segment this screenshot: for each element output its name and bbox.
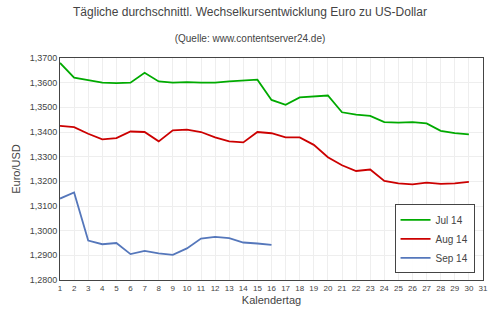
svg-text:Jul 14: Jul 14 bbox=[436, 215, 463, 226]
svg-text:23: 23 bbox=[366, 284, 375, 293]
svg-text:2: 2 bbox=[72, 284, 77, 293]
svg-text:26: 26 bbox=[408, 284, 417, 293]
svg-text:1,3700: 1,3700 bbox=[30, 53, 58, 63]
svg-text:19: 19 bbox=[309, 284, 318, 293]
svg-text:Euro/USD: Euro/USD bbox=[10, 144, 22, 194]
svg-text:21: 21 bbox=[338, 284, 347, 293]
svg-text:4: 4 bbox=[100, 284, 105, 293]
svg-text:27: 27 bbox=[422, 284, 431, 293]
svg-text:3: 3 bbox=[86, 284, 91, 293]
svg-text:24: 24 bbox=[380, 284, 389, 293]
svg-text:16: 16 bbox=[267, 284, 276, 293]
svg-text:5: 5 bbox=[114, 284, 119, 293]
svg-text:22: 22 bbox=[352, 284, 361, 293]
svg-text:7: 7 bbox=[142, 284, 147, 293]
svg-text:18: 18 bbox=[295, 284, 304, 293]
svg-text:Tägliche durchschnittl. Wechse: Tägliche durchschnittl. Wechselkursentwi… bbox=[73, 5, 427, 19]
svg-text:17: 17 bbox=[281, 284, 290, 293]
svg-text:1,3400: 1,3400 bbox=[30, 127, 58, 137]
svg-text:9: 9 bbox=[171, 284, 176, 293]
svg-text:1,2900: 1,2900 bbox=[30, 250, 58, 260]
svg-text:12: 12 bbox=[211, 284, 220, 293]
svg-text:1,3000: 1,3000 bbox=[30, 226, 58, 236]
svg-text:Sep 14: Sep 14 bbox=[436, 253, 468, 264]
svg-text:31: 31 bbox=[479, 284, 488, 293]
svg-text:25: 25 bbox=[394, 284, 403, 293]
svg-text:1,3500: 1,3500 bbox=[30, 102, 58, 112]
svg-text:8: 8 bbox=[156, 284, 161, 293]
svg-text:20: 20 bbox=[323, 284, 332, 293]
svg-text:30: 30 bbox=[464, 284, 473, 293]
svg-text:14: 14 bbox=[239, 284, 248, 293]
svg-text:1,3200: 1,3200 bbox=[30, 176, 58, 186]
svg-text:1,3300: 1,3300 bbox=[30, 152, 58, 162]
svg-text:Aug 14: Aug 14 bbox=[436, 234, 468, 245]
svg-text:1: 1 bbox=[58, 284, 63, 293]
svg-text:13: 13 bbox=[225, 284, 234, 293]
svg-text:10: 10 bbox=[182, 284, 191, 293]
svg-text:6: 6 bbox=[128, 284, 133, 293]
svg-text:11: 11 bbox=[197, 284, 206, 293]
svg-text:Kalendertag: Kalendertag bbox=[242, 294, 301, 306]
svg-text:29: 29 bbox=[450, 284, 459, 293]
svg-text:15: 15 bbox=[253, 284, 262, 293]
svg-text:1,3600: 1,3600 bbox=[30, 78, 58, 88]
svg-text:1,3100: 1,3100 bbox=[30, 201, 58, 211]
svg-text:28: 28 bbox=[436, 284, 445, 293]
svg-text:(Quelle: www.contentserver24.d: (Quelle: www.contentserver24.de) bbox=[175, 33, 326, 44]
svg-text:1,2800: 1,2800 bbox=[30, 275, 58, 285]
